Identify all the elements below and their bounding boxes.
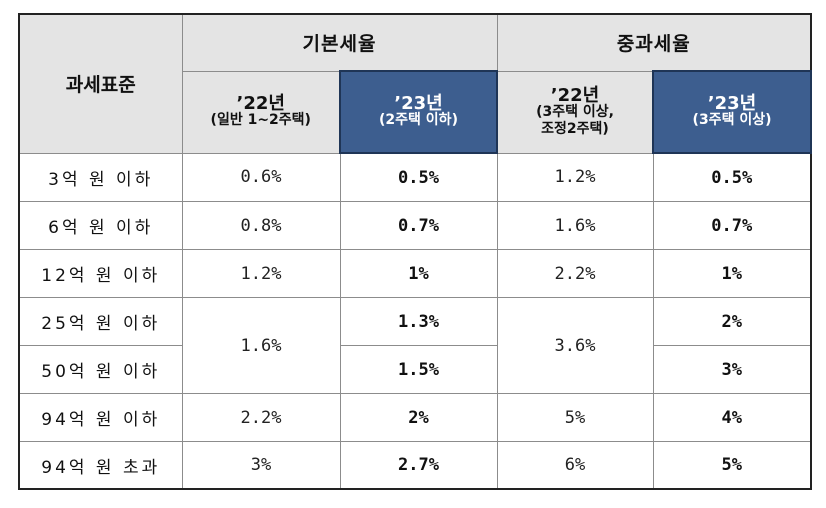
bracket-label: 50억 원 이하: [18, 345, 183, 394]
bracket-label: 94억 원 초과: [18, 441, 183, 490]
bracket-label: 12억 원 이하: [18, 249, 183, 298]
heavy-rate-2022: 2.2%: [496, 249, 654, 298]
header-heavy-rate-label: 중과세율: [616, 33, 691, 55]
note-label: (3주택 이상, 조정2주택): [536, 103, 614, 137]
basic-rate-2022: 3%: [181, 441, 341, 490]
table-row: 50억 원 이하 1.5% 3%: [18, 345, 812, 394]
table-row: 6억 원 이하 0.8% 0.7% 1.6% 0.7%: [18, 201, 812, 250]
header-basic-2023: ’23년 (2주택 이하): [338, 70, 499, 154]
note-label: (2주택 이하): [379, 112, 458, 128]
basic-rate-2023: 1.5%: [339, 345, 498, 394]
basic-rate-2023: 0.5%: [339, 152, 498, 202]
heavy-rate-2023: 2%: [652, 297, 812, 346]
bracket-label: 3억 원 이하: [18, 152, 183, 202]
year-label: ’22년: [236, 93, 285, 114]
basic-rate-2023: 1%: [339, 249, 498, 298]
header-basic-2022: ’22년 (일반 1~2주택): [181, 70, 341, 154]
basic-rate-2023: 0.7%: [339, 201, 498, 250]
bracket-label: 25억 원 이하: [18, 297, 183, 346]
table-row: 94억 원 초과 3% 2.7% 6% 5%: [18, 441, 812, 490]
year-label: ’22년: [550, 84, 600, 106]
table-row: 25억 원 이하 1.6% 1.3% 3.6% 2%: [18, 297, 812, 394]
basic-rate-2022: 1.6%: [181, 297, 341, 394]
basic-rate-2022: 2.2%: [181, 393, 341, 442]
header-row-top: 과세표준 기본세율 중과세율: [18, 13, 812, 154]
basic-rate-2022: 0.8%: [181, 201, 341, 250]
basic-rate-2023: 1.3%: [339, 297, 498, 346]
heavy-rate-2023: 5%: [652, 441, 812, 490]
heavy-rate-2022: 6%: [496, 441, 654, 490]
year-label: ’23년: [707, 93, 757, 114]
year-label: ’23년: [394, 93, 443, 114]
heavy-rate-2022: 5%: [496, 393, 654, 442]
bracket-label: 6억 원 이하: [18, 201, 183, 250]
header-basic-rate: 기본세율: [181, 13, 498, 72]
heavy-rate-2022: 1.2%: [496, 152, 654, 202]
heavy-rate-2022: 1.6%: [496, 201, 654, 250]
header-standard: 과세표준: [18, 13, 183, 154]
basic-rate-2023: 2%: [339, 393, 498, 442]
heavy-rate-2023: 3%: [652, 345, 812, 394]
header-basic-rate-label: 기본세율: [302, 33, 377, 55]
heavy-rate-2023: 4%: [652, 393, 812, 442]
heavy-rate-2022: 3.6%: [496, 297, 654, 394]
heavy-rate-2023: 1%: [652, 249, 812, 298]
header-heavy-2023: ’23년 (3주택 이상): [652, 70, 813, 154]
basic-rate-2022: 0.6%: [181, 152, 341, 202]
heavy-rate-2023: 0.5%: [652, 152, 812, 202]
header-heavy-2022: ’22년 (3주택 이상, 조정2주택): [496, 70, 654, 154]
table-row: 12억 원 이하 1.2% 1% 2.2% 1%: [18, 249, 812, 298]
header-heavy-rate: 중과세율: [496, 13, 812, 72]
bracket-label: 94억 원 이하: [18, 393, 183, 442]
note-label: (일반 1~2주택): [210, 112, 311, 128]
tax-rate-table: 과세표준 기본세율 중과세율 ’22년 (일반 1~2주택) ’23년 (2주택…: [18, 13, 813, 490]
basic-rate-2022: 1.2%: [181, 249, 341, 298]
basic-rate-2023: 2.7%: [339, 441, 498, 490]
header-row-sub: ’22년 (일반 1~2주택) ’23년 (2주택 이하) ’22년 (3주택 …: [19, 70, 813, 154]
note-label: (3주택 이상): [692, 112, 772, 128]
heavy-rate-2023: 0.7%: [652, 201, 812, 250]
table-row: 3억 원 이하 0.6% 0.5% 1.2% 0.5%: [18, 152, 812, 202]
table-row: 94억 원 이하 2.2% 2% 5% 4%: [18, 393, 812, 442]
